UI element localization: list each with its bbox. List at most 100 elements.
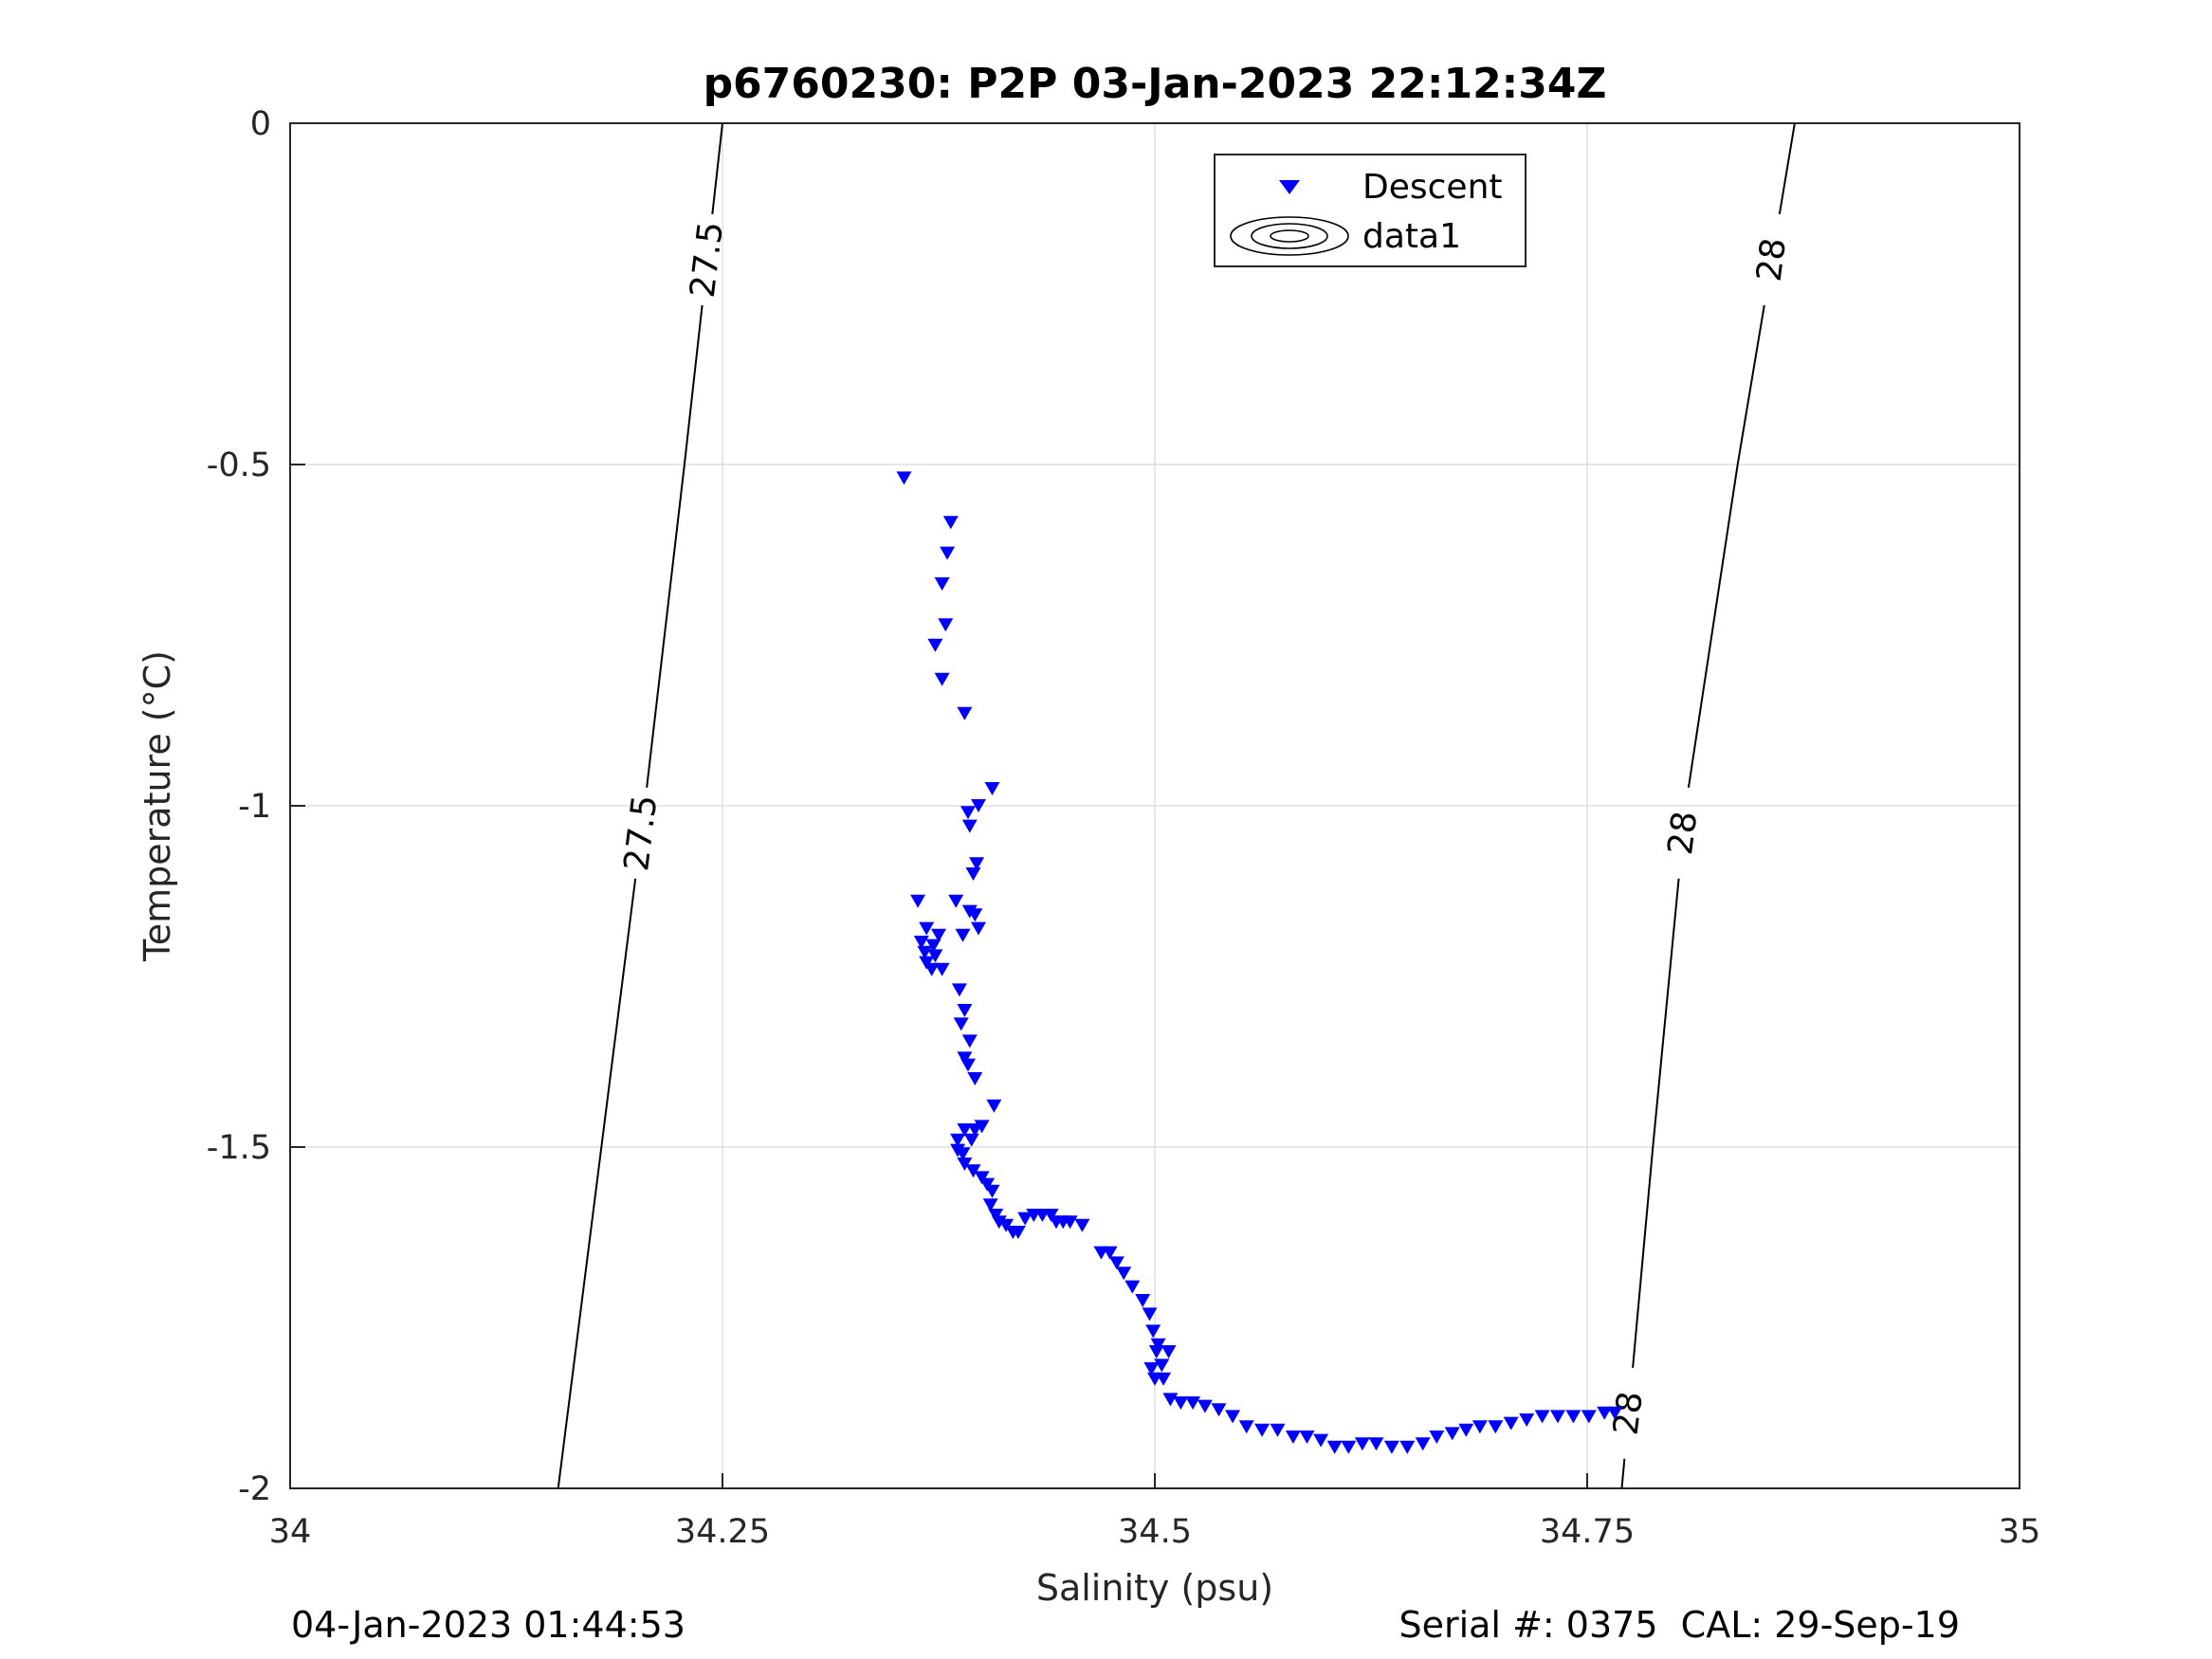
contour-label: 28 bbox=[1661, 810, 1705, 858]
descent-point bbox=[1225, 1410, 1241, 1424]
descent-point bbox=[1150, 1338, 1166, 1352]
contour-label: 28 bbox=[1750, 236, 1794, 284]
descent-point bbox=[1415, 1437, 1431, 1451]
contour-line-27.5 bbox=[557, 122, 723, 1489]
x-tick-label: 34 bbox=[269, 1513, 312, 1551]
contour-line-28 bbox=[1620, 122, 1796, 1489]
descent-point bbox=[982, 1198, 998, 1212]
descent-point bbox=[1399, 1440, 1416, 1454]
y-tick-label: -0.5 bbox=[207, 447, 271, 484]
descent-point bbox=[1116, 1267, 1132, 1281]
descent-point bbox=[1238, 1420, 1254, 1434]
descent-point bbox=[955, 928, 971, 942]
descent-point bbox=[942, 516, 959, 530]
descent-point bbox=[965, 1164, 981, 1178]
descent-point bbox=[948, 894, 964, 908]
descent-point bbox=[957, 1004, 973, 1017]
descent-point bbox=[913, 936, 929, 949]
descent-point bbox=[1145, 1324, 1161, 1339]
descent-point bbox=[951, 983, 967, 997]
descent-point bbox=[967, 1072, 983, 1085]
descent-point bbox=[934, 577, 950, 591]
x-tick-label: 34.75 bbox=[1540, 1513, 1635, 1551]
grid-lines bbox=[290, 123, 2020, 1488]
descent-point bbox=[984, 1184, 1000, 1198]
descent-point bbox=[1354, 1437, 1370, 1451]
descent-point bbox=[1472, 1420, 1488, 1434]
descent-point bbox=[963, 1133, 979, 1147]
axis-ticks: 34 34.25 34.5 34.75 35 0 -0.5 -1 -1.5 -2 bbox=[207, 105, 2041, 1551]
descent-point bbox=[1534, 1410, 1550, 1424]
descent-point bbox=[1010, 1226, 1026, 1239]
descent-point bbox=[998, 1218, 1015, 1232]
descent-point bbox=[910, 894, 926, 908]
descent-point bbox=[986, 1099, 1002, 1113]
footer-serial-cal: Serial #: 0375 CAL: 29-Sep-19 bbox=[1398, 1604, 1960, 1646]
legend-contour-icon bbox=[1230, 216, 1349, 256]
descent-point bbox=[1458, 1423, 1474, 1437]
descent-point bbox=[1154, 1358, 1170, 1373]
descent-point bbox=[1142, 1307, 1158, 1322]
descent-point bbox=[1161, 1345, 1177, 1358]
y-tick-label: -2 bbox=[238, 1470, 271, 1508]
descent-point bbox=[960, 806, 976, 820]
descent-point bbox=[969, 857, 985, 871]
descent-point bbox=[1581, 1410, 1597, 1424]
descent-point bbox=[896, 471, 912, 485]
descent-point bbox=[957, 1123, 973, 1137]
descent-point bbox=[934, 672, 950, 686]
descent-point bbox=[971, 799, 986, 812]
descent-point bbox=[1156, 1372, 1172, 1386]
descent-point bbox=[984, 782, 1000, 795]
legend-entry-descent: Descent bbox=[1362, 168, 1503, 207]
descent-point bbox=[953, 1017, 969, 1031]
descent-point bbox=[957, 1051, 973, 1066]
descent-point bbox=[965, 867, 981, 881]
descent-point bbox=[1124, 1280, 1141, 1294]
descent-point bbox=[1313, 1433, 1329, 1448]
x-tick-label: 34.25 bbox=[675, 1513, 770, 1551]
descent-point bbox=[938, 618, 954, 632]
descent-point bbox=[1519, 1413, 1535, 1427]
descent-point bbox=[1597, 1406, 1613, 1420]
descent-series bbox=[896, 471, 1623, 1454]
descent-point bbox=[1341, 1440, 1357, 1454]
descent-point bbox=[1074, 1218, 1090, 1232]
descent-point bbox=[931, 928, 946, 942]
x-tick-label: 35 bbox=[1999, 1513, 2041, 1551]
descent-point bbox=[1108, 1256, 1124, 1270]
descent-point bbox=[1270, 1423, 1286, 1437]
x-axis-label: Salinity (psu) bbox=[1036, 1567, 1273, 1609]
descent-point bbox=[923, 962, 940, 976]
descent-point bbox=[957, 706, 973, 720]
descent-point bbox=[967, 908, 983, 922]
descent-point bbox=[961, 1034, 978, 1048]
chart-title: p6760230: P2P 03-Jan-2023 22:12:34Z bbox=[704, 60, 1607, 108]
descent-point bbox=[1285, 1431, 1301, 1444]
descent-point bbox=[1102, 1246, 1118, 1260]
descent-point bbox=[955, 1147, 971, 1161]
contour-label: 27.5 bbox=[684, 220, 731, 300]
contour-label: 27.5 bbox=[617, 793, 665, 873]
descent-point bbox=[961, 819, 978, 833]
descent-point bbox=[979, 1177, 996, 1192]
descent-point bbox=[960, 1058, 976, 1072]
y-tick-label: -1.5 bbox=[207, 1129, 271, 1167]
y-tick-label: 0 bbox=[250, 105, 271, 143]
descent-point bbox=[1173, 1396, 1189, 1410]
descent-point bbox=[1148, 1345, 1164, 1358]
descent-point bbox=[940, 546, 956, 560]
descent-point bbox=[1503, 1416, 1519, 1431]
descent-point bbox=[1162, 1393, 1179, 1407]
descent-point bbox=[1607, 1406, 1623, 1420]
descent-point bbox=[974, 1171, 990, 1185]
x-tick-label: 34.5 bbox=[1118, 1513, 1192, 1551]
descent-point bbox=[1444, 1427, 1460, 1441]
footer-timestamp: 04-Jan-2023 01:44:53 bbox=[291, 1604, 686, 1646]
descent-point bbox=[1211, 1403, 1227, 1417]
descent-point bbox=[927, 949, 943, 963]
descent-point bbox=[1368, 1437, 1384, 1451]
descent-point bbox=[1197, 1399, 1213, 1413]
